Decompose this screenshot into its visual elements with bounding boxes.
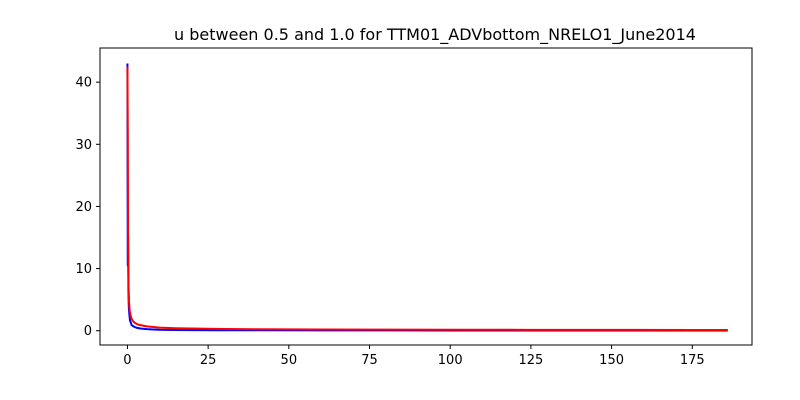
x-tick-label: 125: [518, 353, 543, 368]
x-tick-label: 75: [361, 353, 378, 368]
x-tick-label: 175: [680, 353, 705, 368]
axes-background: [100, 48, 752, 345]
x-tick-label: 0: [123, 353, 131, 368]
y-tick-label: 10: [75, 262, 92, 277]
x-axis: 0 25 50 75 100 125 150 175: [123, 345, 705, 368]
series-line-2: [126, 66, 728, 332]
x-tick-label: 150: [599, 353, 624, 368]
y-tick-label: 20: [75, 200, 92, 215]
x-tick-label: 25: [200, 353, 217, 368]
x-tick-label: 100: [438, 353, 463, 368]
y-axis: 0 10 20 30 40: [75, 76, 100, 339]
y-tick-label: 40: [75, 76, 92, 91]
chart-title: u between 0.5 and 1.0 for TTM01_ADVbotto…: [174, 25, 696, 45]
axes-frame: [99, 47, 753, 346]
plot-area: [99, 47, 753, 346]
x-tick-label: 50: [281, 353, 298, 368]
series-layer: [126, 63, 728, 332]
y-tick-label: 0: [84, 324, 92, 339]
y-tick-label: 30: [75, 138, 92, 153]
